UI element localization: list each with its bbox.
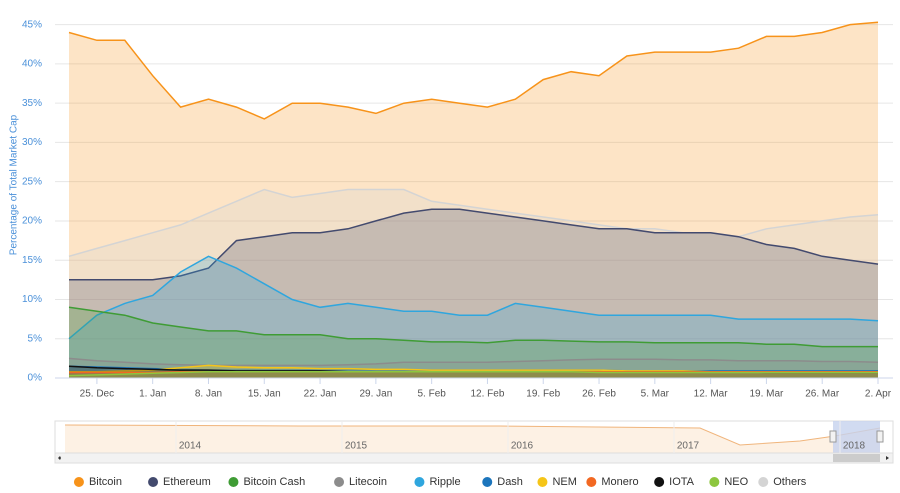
x-tick-label: 25. Dec [80,389,114,400]
area [69,189,878,378]
x-tick-label: 19. Mar [749,389,784,400]
navigator: 2014 2015 2016 2017 2018 [54,420,894,464]
x-tick-label: 26. Mar [805,389,840,400]
y-tick-label: 20% [22,216,42,227]
navigator-line [64,424,881,446]
legend-label: Monero [601,476,638,488]
x-tick-label: 29. Jan [359,389,392,400]
y-tick-label: 0% [28,373,43,384]
x-tick-label: 22. Jan [304,389,337,400]
x-tick-label: 15. Jan [248,389,281,400]
legend-label: Ethereum [163,476,211,488]
legend-label: Bitcoin Cash [243,476,305,488]
area [69,371,878,378]
navigator-handle[interactable] [829,430,837,443]
legend-marker [482,477,493,487]
legend-marker [228,477,239,487]
navigator-label: 2014 [179,441,202,452]
x-tick-label: 8. Jan [195,389,222,400]
area-line [68,21,879,120]
legend-label: Dash [497,476,523,488]
y-axis-title: Percentage of Total Market Cap [9,114,20,255]
x-tick-label: 5. Mar [641,389,670,400]
legend-marker [709,477,720,487]
area [69,256,878,378]
navigator-label: 2016 [511,441,534,452]
legend-marker [654,477,665,487]
y-tick-label: 35% [22,98,42,109]
legend-label: Bitcoin [89,476,122,488]
y-tick-label: 30% [22,137,42,148]
x-tick-label: 1. Jan [139,389,166,400]
scrollbar-thumb[interactable] [833,454,880,462]
legend-marker [586,477,597,487]
area [69,209,878,378]
area [69,22,878,379]
x-tick-label: 5. Feb [417,389,446,400]
legend-marker [73,477,84,487]
y-tick-label: 25% [22,176,42,187]
y-tick-label: 40% [22,59,42,70]
legend-marker [414,477,425,487]
navigator-area [65,425,880,453]
area-line [68,370,878,377]
area-line [68,188,879,258]
legend: Bitcoin Ethereum Bitcoin Cash Litecoin Rippl… [73,476,807,488]
area-line [68,306,878,348]
legend-marker [758,477,769,487]
scroll-right[interactable] [886,456,889,460]
legend-marker [148,477,159,487]
x-tick-label: 2. Apr [865,389,892,400]
legend-label: Others [773,476,807,488]
scrollbar[interactable] [54,452,894,464]
scroll-left[interactable] [58,456,61,460]
legend-label: NEO [724,476,748,488]
legend-label: Litecoin [349,476,387,488]
x-tick-label: 12. Feb [470,389,504,400]
navigator-selection[interactable] [833,421,880,453]
plot: 0% 5% 10% 15% 20% 25% 30% 35% 40% 45% 25. Dec 1. Ja… [22,19,893,400]
legend-label: Ripple [429,476,460,488]
area [69,371,878,378]
navigator-label: 2018 [843,441,866,452]
x-tick-label: 12. Mar [694,389,729,400]
area-line [68,255,879,340]
y-tick-label: 5% [28,333,43,344]
legend-label: NEM [552,476,576,488]
y-tick-label: 10% [22,294,42,305]
navigator-handle[interactable] [876,430,884,443]
x-tick-label: 26. Feb [582,389,616,400]
legend-label: IOTA [669,476,695,488]
legend-marker [334,477,345,487]
y-tick-label: 45% [22,19,42,30]
navigator-label: 2017 [677,441,700,452]
y-tick-label: 15% [22,255,42,266]
legend-marker [537,477,548,487]
navigator-label: 2015 [345,441,368,452]
area-line [69,208,879,281]
x-tick-label: 19. Feb [526,389,560,400]
